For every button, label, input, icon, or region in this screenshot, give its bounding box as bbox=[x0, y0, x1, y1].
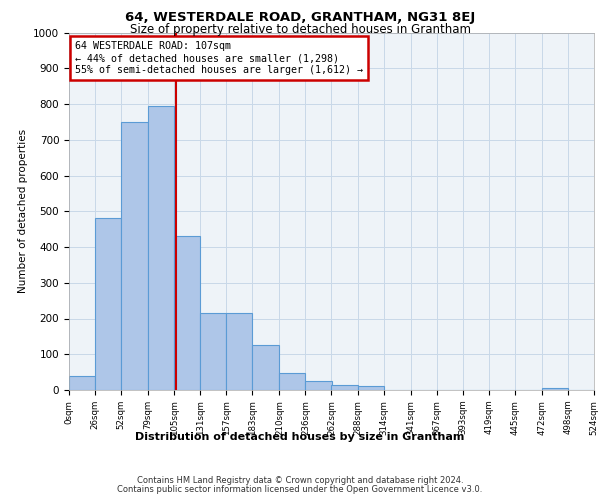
Bar bbox=[253, 346, 280, 390]
Bar bbox=[148, 106, 174, 390]
Text: Contains HM Land Registry data © Crown copyright and database right 2024.: Contains HM Land Registry data © Crown c… bbox=[137, 476, 463, 485]
Text: Distribution of detached houses by size in Grantham: Distribution of detached houses by size … bbox=[136, 432, 464, 442]
Text: 64 WESTERDALE ROAD: 107sqm
← 44% of detached houses are smaller (1,298)
55% of s: 64 WESTERDALE ROAD: 107sqm ← 44% of deta… bbox=[76, 42, 364, 74]
Bar bbox=[358, 386, 383, 390]
Bar bbox=[121, 122, 148, 390]
Bar bbox=[69, 376, 95, 390]
Bar bbox=[331, 384, 358, 390]
Bar bbox=[280, 373, 305, 390]
Bar bbox=[95, 218, 121, 390]
Text: Size of property relative to detached houses in Grantham: Size of property relative to detached ho… bbox=[130, 22, 470, 36]
Bar bbox=[305, 381, 331, 390]
Bar bbox=[226, 313, 253, 390]
Bar bbox=[200, 313, 226, 390]
Y-axis label: Number of detached properties: Number of detached properties bbox=[17, 129, 28, 294]
Bar bbox=[542, 388, 568, 390]
Text: 64, WESTERDALE ROAD, GRANTHAM, NG31 8EJ: 64, WESTERDALE ROAD, GRANTHAM, NG31 8EJ bbox=[125, 11, 475, 24]
Text: Contains public sector information licensed under the Open Government Licence v3: Contains public sector information licen… bbox=[118, 484, 482, 494]
Bar bbox=[174, 236, 200, 390]
